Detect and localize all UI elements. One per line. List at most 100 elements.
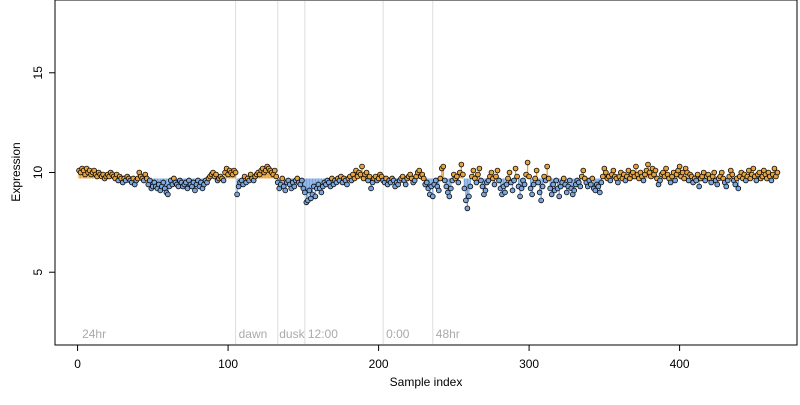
data-point — [694, 171, 701, 178]
data-point — [291, 183, 298, 190]
data-point — [482, 187, 489, 194]
data-point — [147, 177, 153, 184]
data-point — [475, 171, 481, 178]
x-tick-label: 200 — [369, 357, 389, 371]
data-point — [273, 173, 280, 180]
phase-annotations: 24hr dawn dusk 12:00 0:00 48hr — [82, 327, 460, 341]
data-point — [548, 191, 555, 198]
phase-annotation: 48hr — [436, 327, 460, 341]
y-axis-label: Expression — [9, 142, 23, 201]
data-point — [529, 191, 535, 198]
data-point — [455, 179, 462, 186]
y-axis: 5 10 15 — [31, 66, 56, 276]
data-point — [756, 169, 763, 176]
data-point — [544, 163, 550, 170]
x-axis-label: Sample index — [390, 375, 463, 389]
data-point — [545, 175, 552, 182]
data-point — [496, 177, 502, 184]
phase-annotation: 0:00 — [386, 327, 410, 341]
data-point — [160, 179, 167, 186]
phase-annotation: dawn — [239, 327, 268, 341]
data-point — [509, 187, 516, 194]
data-point — [556, 193, 562, 200]
data-point — [511, 177, 517, 184]
x-axis: 0 100 200 300 400 — [74, 344, 690, 371]
data-point — [506, 169, 513, 176]
data-point — [657, 177, 663, 184]
data-point — [432, 177, 439, 184]
data-point — [645, 161, 651, 168]
data-point — [232, 169, 239, 176]
data-point — [560, 175, 567, 182]
data-point — [533, 167, 540, 174]
data-point — [746, 167, 752, 174]
data-point — [344, 181, 350, 188]
data-point — [723, 183, 730, 190]
data-point — [667, 179, 674, 186]
data-point — [577, 183, 584, 190]
data-point — [446, 193, 453, 200]
data-point — [213, 171, 219, 178]
data-point — [532, 175, 538, 182]
data-point — [563, 189, 570, 196]
data-point — [437, 175, 444, 182]
data-point — [460, 171, 466, 178]
data-point — [774, 169, 781, 176]
data-point — [466, 193, 472, 200]
data-point — [220, 177, 227, 184]
data-point — [448, 185, 454, 192]
data-point — [442, 177, 448, 184]
data-point — [464, 205, 471, 212]
data-point — [589, 175, 596, 182]
data-point — [592, 187, 599, 194]
data-point — [771, 165, 778, 172]
data-point — [735, 185, 742, 192]
y-tick-label: 10 — [31, 166, 45, 180]
phase-annotation: 24hr — [82, 327, 106, 341]
data-point — [429, 193, 436, 200]
data-point — [368, 185, 374, 192]
data-point — [479, 183, 486, 190]
data-point — [598, 179, 605, 186]
data-point — [282, 187, 289, 194]
data-point — [753, 177, 760, 184]
data-points — [76, 159, 781, 212]
data-point — [566, 177, 573, 184]
data-point — [461, 185, 468, 192]
data-point — [663, 165, 669, 172]
data-point — [711, 169, 718, 176]
data-point — [312, 193, 319, 200]
data-point — [443, 183, 450, 190]
data-point — [488, 169, 495, 176]
data-point — [165, 191, 171, 198]
data-point — [473, 179, 480, 186]
data-point — [517, 193, 523, 200]
data-point — [700, 169, 707, 176]
data-point — [435, 187, 442, 194]
data-point — [530, 181, 537, 188]
data-point — [597, 189, 603, 196]
data-point — [652, 167, 659, 174]
data-point — [696, 183, 702, 190]
data-point — [518, 185, 525, 192]
data-point — [603, 169, 609, 176]
data-point — [423, 179, 430, 186]
data-point — [502, 189, 508, 196]
data-point — [454, 173, 460, 180]
data-point — [491, 181, 498, 188]
data-point — [521, 181, 528, 188]
data-point — [672, 177, 678, 184]
data-point — [640, 177, 647, 184]
data-point — [714, 181, 721, 188]
data-point — [538, 197, 544, 204]
data-point — [539, 183, 546, 190]
data-point — [505, 175, 511, 182]
y-tick-label: 15 — [31, 66, 45, 80]
data-point — [633, 163, 639, 170]
data-point — [718, 169, 725, 176]
data-point — [526, 173, 532, 180]
data-point — [708, 179, 715, 186]
data-point — [729, 171, 736, 178]
